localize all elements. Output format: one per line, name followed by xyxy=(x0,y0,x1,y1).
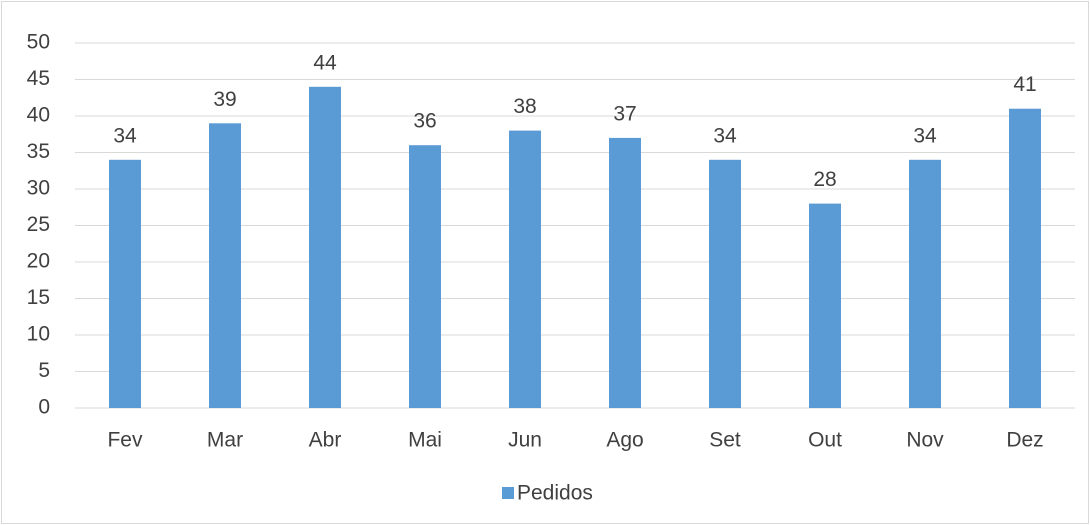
x-tick-label: Nov xyxy=(906,429,944,452)
data-label: 28 xyxy=(813,168,836,191)
y-tick-label: 50 xyxy=(27,31,50,54)
y-tick-label: 0 xyxy=(38,396,50,419)
bar xyxy=(509,130,541,408)
y-tick-label: 40 xyxy=(27,104,50,127)
x-tick-label: Dez xyxy=(1006,429,1043,452)
legend-label: Pedidos xyxy=(517,482,593,505)
x-tick-label: Mar xyxy=(207,429,243,452)
bar xyxy=(1009,108,1041,408)
data-label: 34 xyxy=(713,124,737,147)
bar xyxy=(109,159,141,408)
data-label: 38 xyxy=(513,95,536,118)
x-tick-label: Fev xyxy=(107,429,143,452)
data-label: 41 xyxy=(1013,73,1036,96)
bar xyxy=(409,145,441,408)
data-label: 37 xyxy=(613,102,636,125)
y-tick-label: 25 xyxy=(27,213,50,236)
bar xyxy=(909,159,941,408)
y-tick-label: 45 xyxy=(27,67,50,90)
x-tick-label: Mai xyxy=(408,429,442,452)
y-tick-label: 35 xyxy=(27,140,50,163)
data-label: 39 xyxy=(213,88,236,111)
y-tick-label: 30 xyxy=(27,177,50,200)
bar xyxy=(309,86,341,409)
data-label: 34 xyxy=(913,124,937,147)
y-tick-label: 15 xyxy=(27,286,50,309)
x-tick-label: Abr xyxy=(309,429,342,452)
y-tick-label: 5 xyxy=(38,359,50,382)
x-tick-label: Jun xyxy=(508,429,542,452)
x-tick-label: Set xyxy=(709,429,741,452)
data-label: 36 xyxy=(413,110,436,133)
x-tick-label: Out xyxy=(808,429,842,452)
y-tick-label: 10 xyxy=(27,323,50,346)
bar xyxy=(709,159,741,408)
x-tick-label: Ago xyxy=(606,429,643,452)
data-label: 34 xyxy=(113,124,137,147)
legend-swatch xyxy=(502,487,514,499)
bar xyxy=(809,203,841,408)
bar xyxy=(609,137,641,408)
bar xyxy=(209,123,241,409)
y-tick-label: 20 xyxy=(27,250,50,273)
data-label: 44 xyxy=(313,51,337,74)
